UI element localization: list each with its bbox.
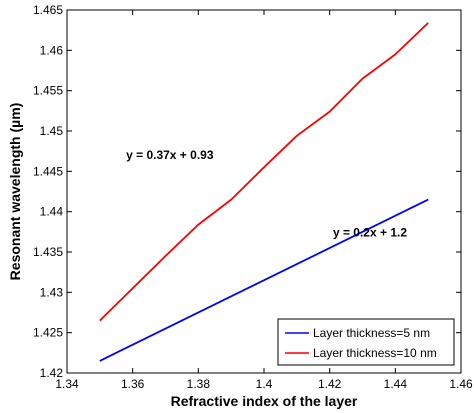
x-tick-label: 1.34 bbox=[55, 377, 79, 391]
plot-area bbox=[66, 9, 462, 374]
y-tick-label: 1.435 bbox=[33, 245, 63, 259]
y-tick-label: 1.46 bbox=[40, 43, 64, 57]
y-tick-label: 1.455 bbox=[33, 84, 63, 98]
legend: Layer thickness=5 nm Layer thickness=10 … bbox=[277, 318, 455, 366]
legend-box bbox=[277, 318, 455, 366]
y-tick-label: 1.45 bbox=[40, 124, 64, 138]
y-tick-label: 1.42 bbox=[40, 366, 64, 380]
series-line-1 bbox=[99, 22, 429, 322]
equation-annotation-1: y = 0.2x + 1.2 bbox=[333, 226, 407, 240]
x-tick-label: 1.36 bbox=[121, 377, 145, 391]
legend-label-5nm: Layer thickness=5 nm bbox=[313, 326, 430, 340]
x-tick-label: 1.42 bbox=[318, 377, 342, 391]
x-tick-label: 1.44 bbox=[384, 377, 408, 391]
series-layer bbox=[99, 22, 429, 362]
y-axis-label: Resonant wavelength (µm) bbox=[7, 103, 23, 281]
x-tick-label: 1.38 bbox=[187, 377, 211, 391]
y-tick-label: 1.44 bbox=[40, 205, 64, 219]
y-tick-label: 1.445 bbox=[33, 164, 63, 178]
x-axis-label: Refractive index of the layer bbox=[171, 393, 358, 409]
y-tick-label: 1.465 bbox=[33, 3, 63, 17]
y-tick-label: 1.425 bbox=[33, 326, 63, 340]
series-line-0 bbox=[99, 198, 429, 362]
y-tick-label: 1.43 bbox=[40, 285, 64, 299]
x-tick-label: 1.4 bbox=[256, 377, 273, 391]
annotation-layer: y = 0.37x + 0.93 y = 0.2x + 1.2 bbox=[126, 148, 407, 239]
axis-ticks: 1.34 1.36 1.38 1.4 1.42 1.44 1.46 1.42 1.425 1.43… bbox=[33, 3, 473, 391]
x-tick-label: 1.46 bbox=[449, 377, 473, 391]
legend-label-10nm: Layer thickness=10 nm bbox=[313, 346, 437, 360]
equation-annotation-0: y = 0.37x + 0.93 bbox=[126, 148, 214, 162]
